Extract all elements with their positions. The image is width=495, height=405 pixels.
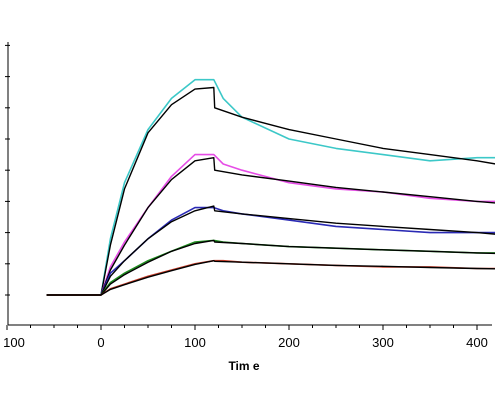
axes: [8, 42, 492, 325]
x-tick-label: 400: [466, 335, 488, 350]
fit-curve-9: [47, 261, 495, 295]
ticks: 100 0 100 200 300 400: [3, 45, 488, 350]
series-group: [47, 80, 495, 295]
x-tick-label: 0: [97, 335, 104, 350]
x-tick-label: 200: [278, 335, 300, 350]
x-tick-label: 300: [372, 335, 394, 350]
x-tick-label: 100: [184, 335, 206, 350]
x-tick-label: 100: [3, 335, 25, 350]
measured-curve-8: [47, 261, 495, 295]
x-axis-title: Tim e: [228, 359, 259, 373]
